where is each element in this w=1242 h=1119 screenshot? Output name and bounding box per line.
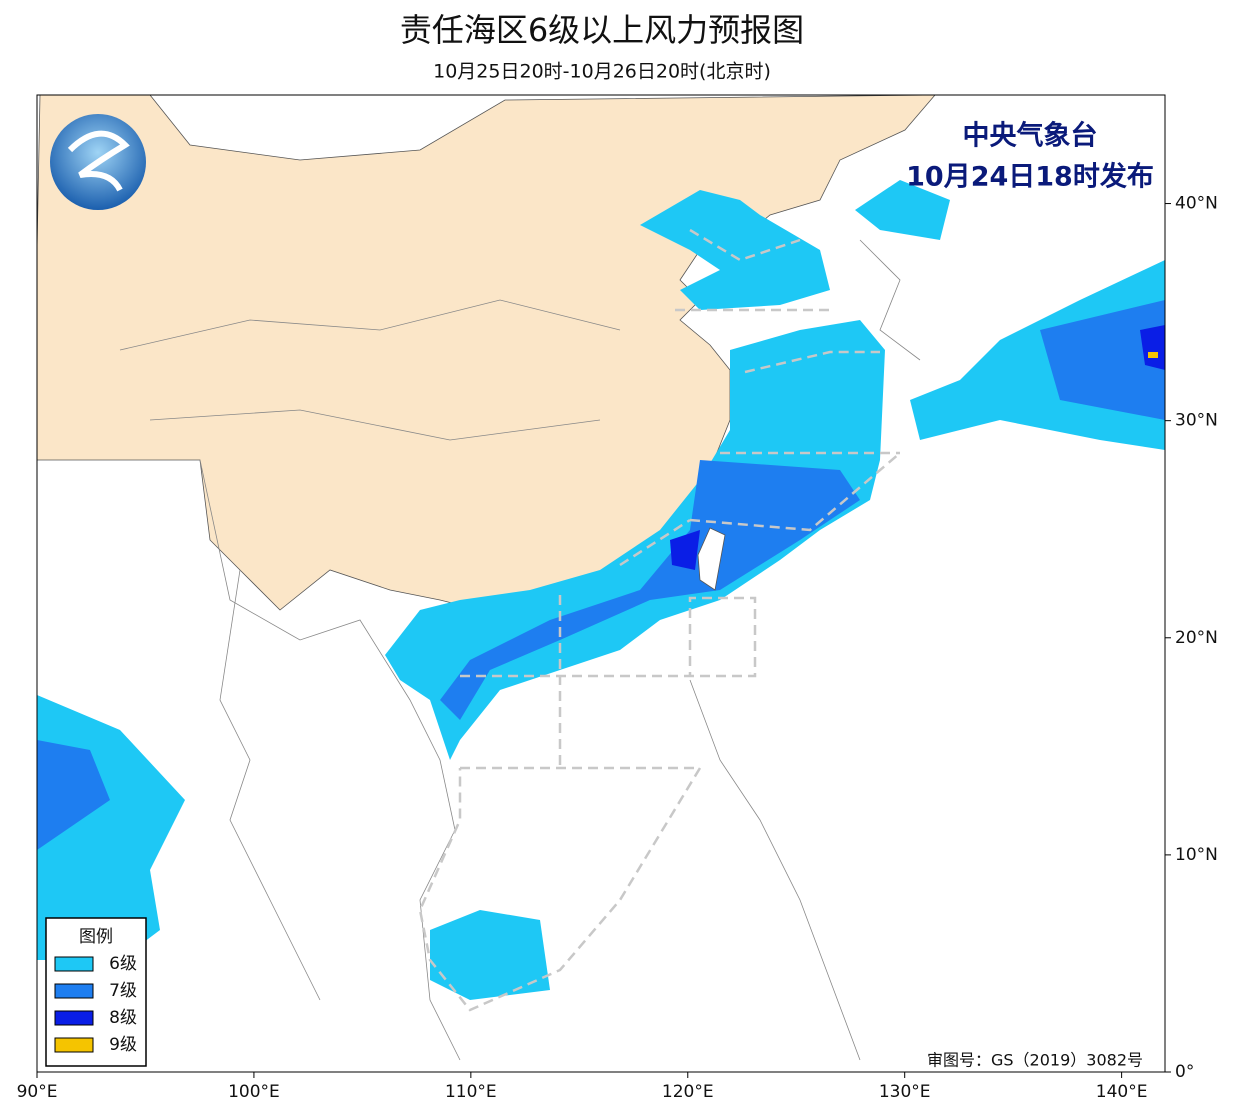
legend: 图例 6级 7级 8级 9级 [45,917,147,1067]
legend-swatch [54,956,94,972]
title: 责任海区6级以上风力预报图 [400,11,804,49]
legend-swatch [54,983,94,999]
legend-swatch [54,1037,94,1053]
y-tick-label: 30°N [1175,411,1218,431]
plot-frame [36,94,1166,1073]
wind-area [855,180,950,240]
sea-area-lines [418,228,901,1012]
wind-area [1140,325,1165,370]
y-tick-label: 20°N [1175,628,1218,648]
legend-label: 9级 [109,1035,137,1055]
logo [50,114,146,210]
x-tick-label: 130°E [879,1082,931,1102]
publisher: 中央气象台 [963,120,1098,152]
wind-area [640,190,830,310]
legend-label: 8级 [109,1008,137,1028]
wind-area [1040,300,1165,420]
y-tick-label: 10°N [1175,845,1218,865]
approval-number: 审图号：GS（2019）3082号 [927,1051,1143,1070]
x-tick-label: 120°E [662,1082,714,1102]
wind-area [37,740,110,850]
legend-swatch [54,1010,94,1026]
x-tick-label: 110°E [445,1082,497,1102]
y-tick-label: 40°N [1175,194,1218,214]
map [37,95,1165,1061]
legend-title: 图例 [79,927,113,947]
legend-label: 7级 [109,981,137,1001]
y-tick-label: 0° [1175,1062,1194,1082]
wind-area [430,910,550,1000]
publish-time: 10月24日18时发布 [906,161,1154,193]
taiwan [697,527,726,591]
subtitle: 10月25日20时-10月26日20时(北京时) [433,61,771,83]
x-tick-label: 100°E [228,1082,280,1102]
x-tick-label: 140°E [1096,1082,1148,1102]
wind-area [670,530,700,570]
wind-area [1148,352,1158,358]
borders [119,239,921,1061]
x-tick-label: 90°E [17,1082,58,1102]
legend-label: 6级 [109,954,137,974]
